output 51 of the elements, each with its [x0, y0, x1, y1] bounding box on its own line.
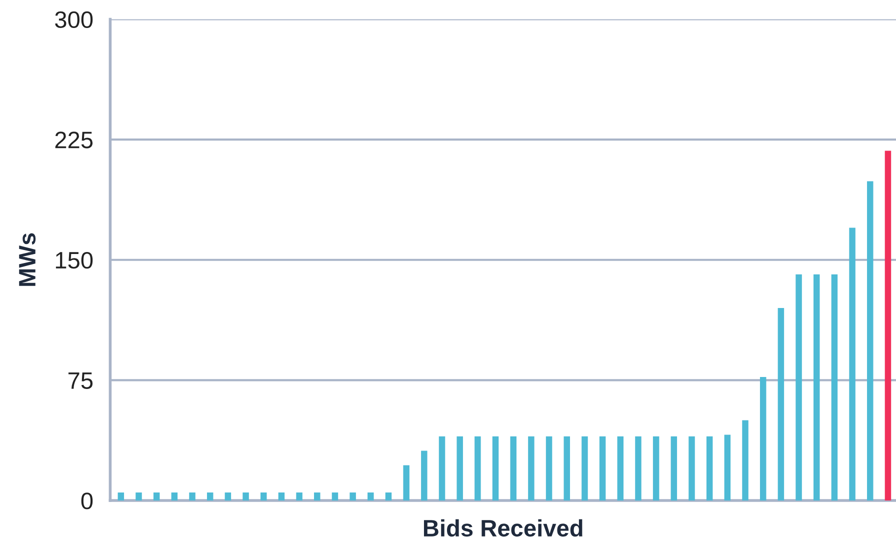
- bar: [760, 376, 766, 500]
- bar: [813, 274, 820, 500]
- bar: [296, 492, 302, 500]
- bar: [206, 492, 214, 500]
- bar: [456, 436, 463, 500]
- bar: [867, 181, 874, 500]
- y-axis-title: MWs: [19, 233, 36, 286]
- bar: [884, 150, 892, 500]
- y-tick-label: 150: [56, 252, 93, 269]
- bar: [189, 492, 196, 500]
- bar: [492, 436, 499, 500]
- bar: [599, 436, 606, 500]
- bar: [332, 492, 338, 500]
- bar: [224, 492, 232, 500]
- bar: [582, 436, 588, 500]
- bar: [153, 492, 160, 500]
- bar: [171, 492, 178, 500]
- bar: [510, 436, 516, 500]
- bar: [438, 436, 446, 500]
- y-tick-label: 225: [55, 132, 93, 148]
- bar: [350, 492, 356, 500]
- bar: [403, 465, 410, 500]
- bar: [724, 434, 731, 500]
- x-axis-title: Bids Received: [424, 519, 582, 537]
- bar: [314, 492, 320, 500]
- bar: [831, 274, 838, 500]
- bar: [421, 450, 428, 500]
- bar: [635, 436, 642, 500]
- bar: [670, 436, 678, 500]
- bar: [242, 492, 249, 500]
- bar: [385, 492, 392, 500]
- bar: [368, 492, 374, 500]
- bar: [742, 420, 748, 500]
- y-tick-label: 300: [55, 11, 93, 28]
- bar: [564, 436, 570, 500]
- bar: [706, 436, 713, 500]
- bar: [528, 436, 534, 500]
- bar: [778, 308, 784, 500]
- bar: [260, 492, 267, 500]
- bar: [796, 274, 802, 500]
- bar: [136, 492, 142, 500]
- bar: [118, 492, 124, 500]
- y-tick-label: 75: [68, 372, 93, 389]
- bar: [688, 436, 695, 500]
- bar: [617, 436, 624, 500]
- bar: [278, 492, 285, 500]
- bar: [546, 436, 552, 500]
- bar: [652, 436, 660, 500]
- bar: [474, 436, 481, 500]
- y-tick-label: 0: [81, 492, 93, 510]
- bar: [849, 228, 856, 500]
